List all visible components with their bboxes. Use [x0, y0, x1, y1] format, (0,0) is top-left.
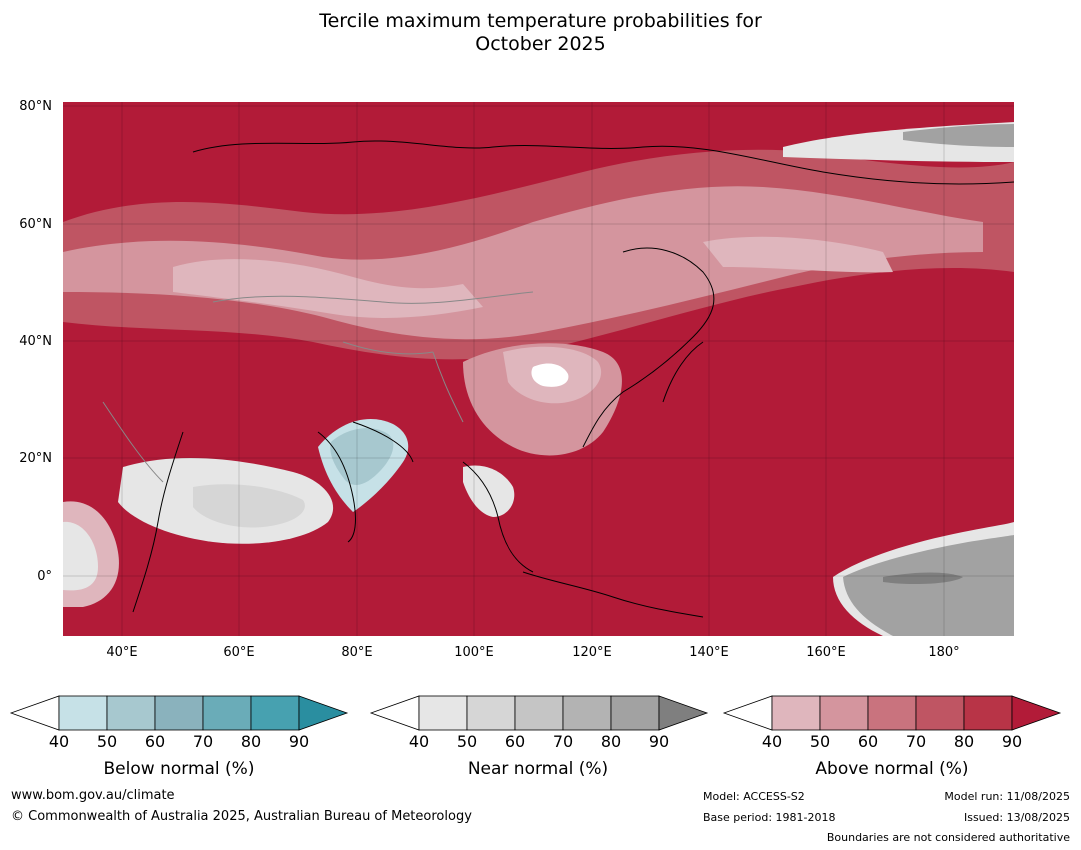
near-70-pacific-north: [903, 124, 1014, 147]
legend-below-swatch-4: [202, 695, 252, 731]
legend-below-normal: [9, 695, 349, 731]
footer-disclaimer: Boundaries are not considered authoritat…: [826, 831, 1070, 844]
legend-above-swatch-6: [1011, 695, 1062, 731]
legend-above-tick-40: 40: [761, 732, 783, 751]
near-70-pacific-south: [843, 535, 1014, 636]
footer-model: Model: ACCESS-S2: [703, 790, 805, 803]
legend-near-tick-50: 50: [456, 732, 478, 751]
country-borders: [102, 291, 534, 483]
footer-copyright: © Commonwealth of Australia 2025, Austra…: [11, 809, 472, 824]
legend-near-colorbar: [369, 695, 709, 731]
legend-above-title: Above normal (%): [815, 759, 969, 779]
near-80-pacific-south: [883, 572, 963, 585]
legend-near-tick-90: 90: [648, 732, 670, 751]
legend-near-swatch-1: [418, 695, 468, 731]
legend-below-tick-80: 80: [240, 732, 262, 751]
coastlines: [132, 140, 1014, 618]
legend-near-swatch-3: [514, 695, 564, 731]
legend-near-swatch-4: [562, 695, 612, 731]
legend-below-swatch-6: [298, 695, 349, 731]
lon-label-100e: 100°E: [454, 645, 494, 660]
lat-label-20n: 20°N: [19, 451, 52, 466]
above-40-patch-east-siberia: [703, 236, 893, 273]
legend-below-swatch-5: [250, 695, 300, 731]
legend-near-swatch-6: [658, 695, 709, 731]
probability-map: [63, 102, 1014, 636]
footer-base-period: Base period: 1981-2018: [703, 811, 836, 824]
legend-below-tick-70: 70: [192, 732, 214, 751]
lat-label-60n: 60°N: [19, 217, 52, 232]
lon-label-180: 180°: [928, 645, 960, 660]
map-gridlines: [63, 102, 1014, 636]
legend-below-colorbar: [9, 695, 349, 731]
legend-below-swatch-3: [154, 695, 204, 731]
map-svg: [63, 102, 1014, 636]
title-line-2: October 2025: [475, 33, 606, 55]
legend-below-swatch-1: [58, 695, 108, 731]
legend-below-tick-50: 50: [96, 732, 118, 751]
legend-above-swatch-3: [867, 695, 917, 731]
legend-above-swatch-1: [771, 695, 821, 731]
footer-model-run: Model run: 11/08/2025: [944, 790, 1070, 803]
legend-near-title: Near normal (%): [467, 759, 609, 779]
lon-label-140e: 140°E: [689, 645, 729, 660]
legend-near-normal: [369, 695, 709, 731]
legend-near-tick-80: 80: [600, 732, 622, 751]
legend-below-tick-60: 60: [144, 732, 166, 751]
legend-above-swatch-4: [915, 695, 965, 731]
legend-above-swatch-2: [819, 695, 869, 731]
footer-issued: Issued: 13/08/2025: [963, 811, 1070, 824]
lat-label-80n: 80°N: [19, 99, 52, 114]
legend-below-tick-90: 90: [288, 732, 310, 751]
legend-near-swatch-2: [466, 695, 516, 731]
legend-above-colorbar: [722, 695, 1062, 731]
legend-above-swatch-5: [963, 695, 1013, 731]
lat-label-equator: 0°: [37, 569, 52, 584]
legend-above-normal: [722, 695, 1062, 731]
lon-label-60e: 60°E: [223, 645, 255, 660]
white-patch-china: [531, 363, 569, 387]
legend-above-tick-50: 50: [809, 732, 831, 751]
legend-above-tick-80: 80: [953, 732, 975, 751]
near-40-africa-west: [63, 521, 98, 591]
legend-above-tick-70: 70: [905, 732, 927, 751]
legend-near-tick-40: 40: [408, 732, 430, 751]
legend-above-tick-60: 60: [857, 732, 879, 751]
lat-label-40n: 40°N: [19, 334, 52, 349]
lon-label-120e: 120°E: [572, 645, 612, 660]
lon-label-40e: 40°E: [106, 645, 138, 660]
legend-near-swatch-5: [610, 695, 660, 731]
legend-above-tick-90: 90: [1001, 732, 1023, 751]
chart-title: Tercile maximum temperature probabilitie…: [0, 10, 1081, 56]
legend-below-tick-40: 40: [48, 732, 70, 751]
footer-website-link[interactable]: www.bom.gov.au/climate: [11, 788, 175, 803]
title-line-1: Tercile maximum temperature probabilitie…: [319, 10, 762, 32]
lon-label-80e: 80°E: [341, 645, 373, 660]
legend-below-title: Below normal (%): [103, 759, 255, 779]
legend-near-tick-70: 70: [552, 732, 574, 751]
legend-below-swatch-2: [106, 695, 156, 731]
legend-near-tick-60: 60: [504, 732, 526, 751]
near-50-arabian-sea: [193, 484, 305, 528]
lon-label-160e: 160°E: [806, 645, 846, 660]
